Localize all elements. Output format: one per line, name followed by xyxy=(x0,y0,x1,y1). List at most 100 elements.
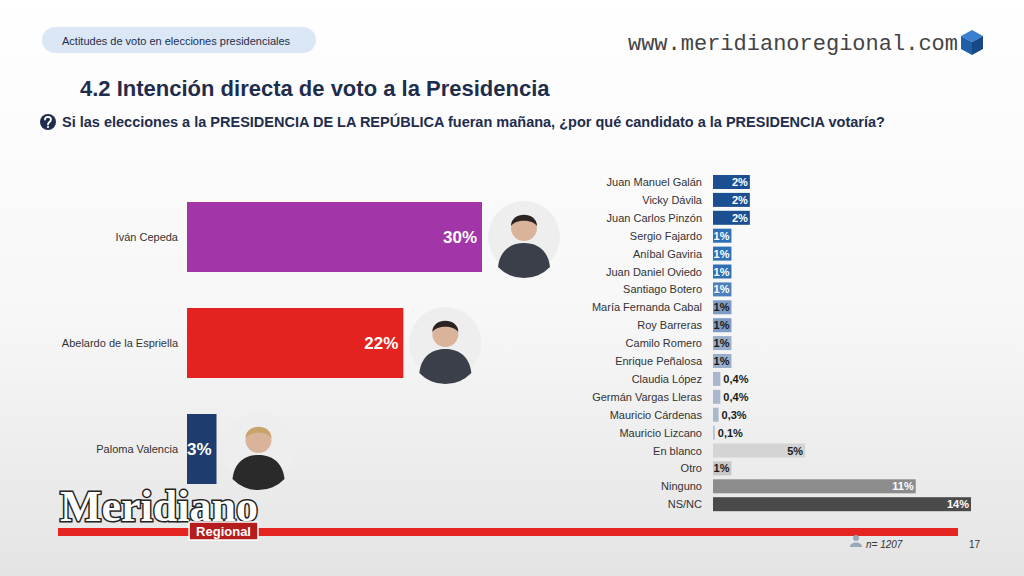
category-label: Vicky Dávila xyxy=(642,194,703,206)
section-label: Actitudes de voto en elecciones presiden… xyxy=(62,35,291,47)
bar xyxy=(713,461,731,475)
value-label: 0,3% xyxy=(722,409,747,421)
sample-size: n= 1207 xyxy=(866,539,903,550)
category-label: Claudia López xyxy=(632,373,702,385)
bar xyxy=(713,300,731,314)
value-label: 3% xyxy=(187,440,212,459)
value-label: 2% xyxy=(732,194,748,206)
bar xyxy=(713,479,916,493)
category-label: Roy Barreras xyxy=(637,319,702,331)
category-label: Juan Daniel Oviedo xyxy=(606,266,702,278)
value-label: 14% xyxy=(947,498,969,510)
portrait-hair xyxy=(511,215,537,226)
question-dot xyxy=(47,126,49,128)
bar xyxy=(713,193,750,207)
bar xyxy=(713,247,731,261)
value-label: 1% xyxy=(714,266,730,278)
user-head xyxy=(853,535,859,541)
bar xyxy=(713,336,731,350)
background xyxy=(0,0,1024,576)
bar xyxy=(713,408,719,422)
category-label: Camilo Romero xyxy=(626,337,702,349)
category-label: María Fernanda Cabal xyxy=(592,301,702,313)
category-label: Aníbal Gaviria xyxy=(633,248,703,260)
category-label: Juan Carlos Pinzón xyxy=(607,212,702,224)
user-body xyxy=(850,543,862,548)
question-icon xyxy=(40,114,56,130)
user-icon xyxy=(850,535,862,547)
page: Actitudes de voto en elecciones presiden… xyxy=(0,0,1024,576)
value-label: 11% xyxy=(892,480,914,492)
brand-sub: Regional xyxy=(196,524,251,539)
category-label: Mauricio Cárdenas xyxy=(610,409,703,421)
value-label: 5% xyxy=(787,445,803,457)
chart-title: 4.2 Intención directa de voto a la Presi… xyxy=(80,76,550,101)
value-label: 1% xyxy=(714,230,730,242)
chart-subtitle: Si las elecciones a la PRESIDENCIA DE LA… xyxy=(62,113,885,130)
bar xyxy=(713,372,720,386)
value-label: 2% xyxy=(732,212,748,224)
right-labels: Juan Manuel Galán 2% Vicky Dávila 2% Juan Ca… xyxy=(592,176,969,510)
bar xyxy=(187,202,482,272)
portrait-hair xyxy=(432,321,458,332)
bar xyxy=(713,282,731,296)
left-bars xyxy=(187,202,482,484)
question-mark xyxy=(45,117,51,125)
right-bars xyxy=(713,175,971,511)
category-label: Sergio Fajardo xyxy=(630,230,702,242)
cube-right xyxy=(972,36,983,55)
category-label: Iván Cepeda xyxy=(116,231,179,243)
portrait-head xyxy=(511,215,537,241)
category-label: Abelardo de la Espriella xyxy=(62,337,179,349)
portrait xyxy=(409,307,481,384)
value-label: 22% xyxy=(364,334,398,353)
category-label: Santiago Botero xyxy=(623,283,702,295)
value-label: 1% xyxy=(714,283,730,295)
category-label: Ninguno xyxy=(661,480,702,492)
value-label: 2% xyxy=(732,176,748,188)
question-circle xyxy=(40,114,56,130)
category-label: NS/NC xyxy=(668,498,702,510)
category-label: Otro xyxy=(681,462,702,474)
bar xyxy=(713,318,731,332)
bar xyxy=(187,308,403,378)
bar xyxy=(713,444,805,458)
portrait-hair xyxy=(246,427,272,438)
value-label: 30% xyxy=(443,228,477,247)
value-label: 1% xyxy=(714,462,730,474)
bar xyxy=(713,175,750,189)
value-label: 0,4% xyxy=(723,391,748,403)
category-label: Juan Manuel Galán xyxy=(607,176,702,188)
bar xyxy=(713,390,720,404)
portrait xyxy=(488,201,560,278)
portrait-head xyxy=(432,321,458,347)
portrait xyxy=(223,413,295,490)
section-pill xyxy=(42,27,316,53)
category-label: Enrique Peñalosa xyxy=(615,355,703,367)
page-number: 17 xyxy=(969,539,981,550)
bar xyxy=(713,229,731,243)
category-label: Germán Vargas Lleras xyxy=(592,391,702,403)
bar xyxy=(187,414,217,484)
bar xyxy=(713,211,750,225)
right-chart: Juan Manuel Galán 2% Vicky Dávila 2% Juan Ca… xyxy=(592,175,971,511)
value-label: 1% xyxy=(714,319,730,331)
category-label: Paloma Valencia xyxy=(96,443,179,455)
category-label: Mauricio Lizcano xyxy=(619,427,702,439)
value-label: 1% xyxy=(714,248,730,260)
bar xyxy=(713,497,971,511)
category-label: En blanco xyxy=(653,445,702,457)
value-label: 1% xyxy=(714,301,730,313)
brand-sub-box xyxy=(189,522,258,540)
cube-icon xyxy=(961,30,983,55)
portrait-head xyxy=(246,427,272,453)
value-label: 1% xyxy=(714,355,730,367)
site-url: www.meridianoregional.com xyxy=(628,32,958,57)
bar xyxy=(713,354,731,368)
portrait-body xyxy=(498,243,550,278)
left-chart: Iván Cepeda 30% Abelardo de la Espriella 22… xyxy=(62,201,560,490)
value-label: 0,1% xyxy=(718,427,743,439)
value-label: 0,4% xyxy=(723,373,748,385)
bar xyxy=(713,426,715,440)
portrait-body xyxy=(419,349,471,384)
